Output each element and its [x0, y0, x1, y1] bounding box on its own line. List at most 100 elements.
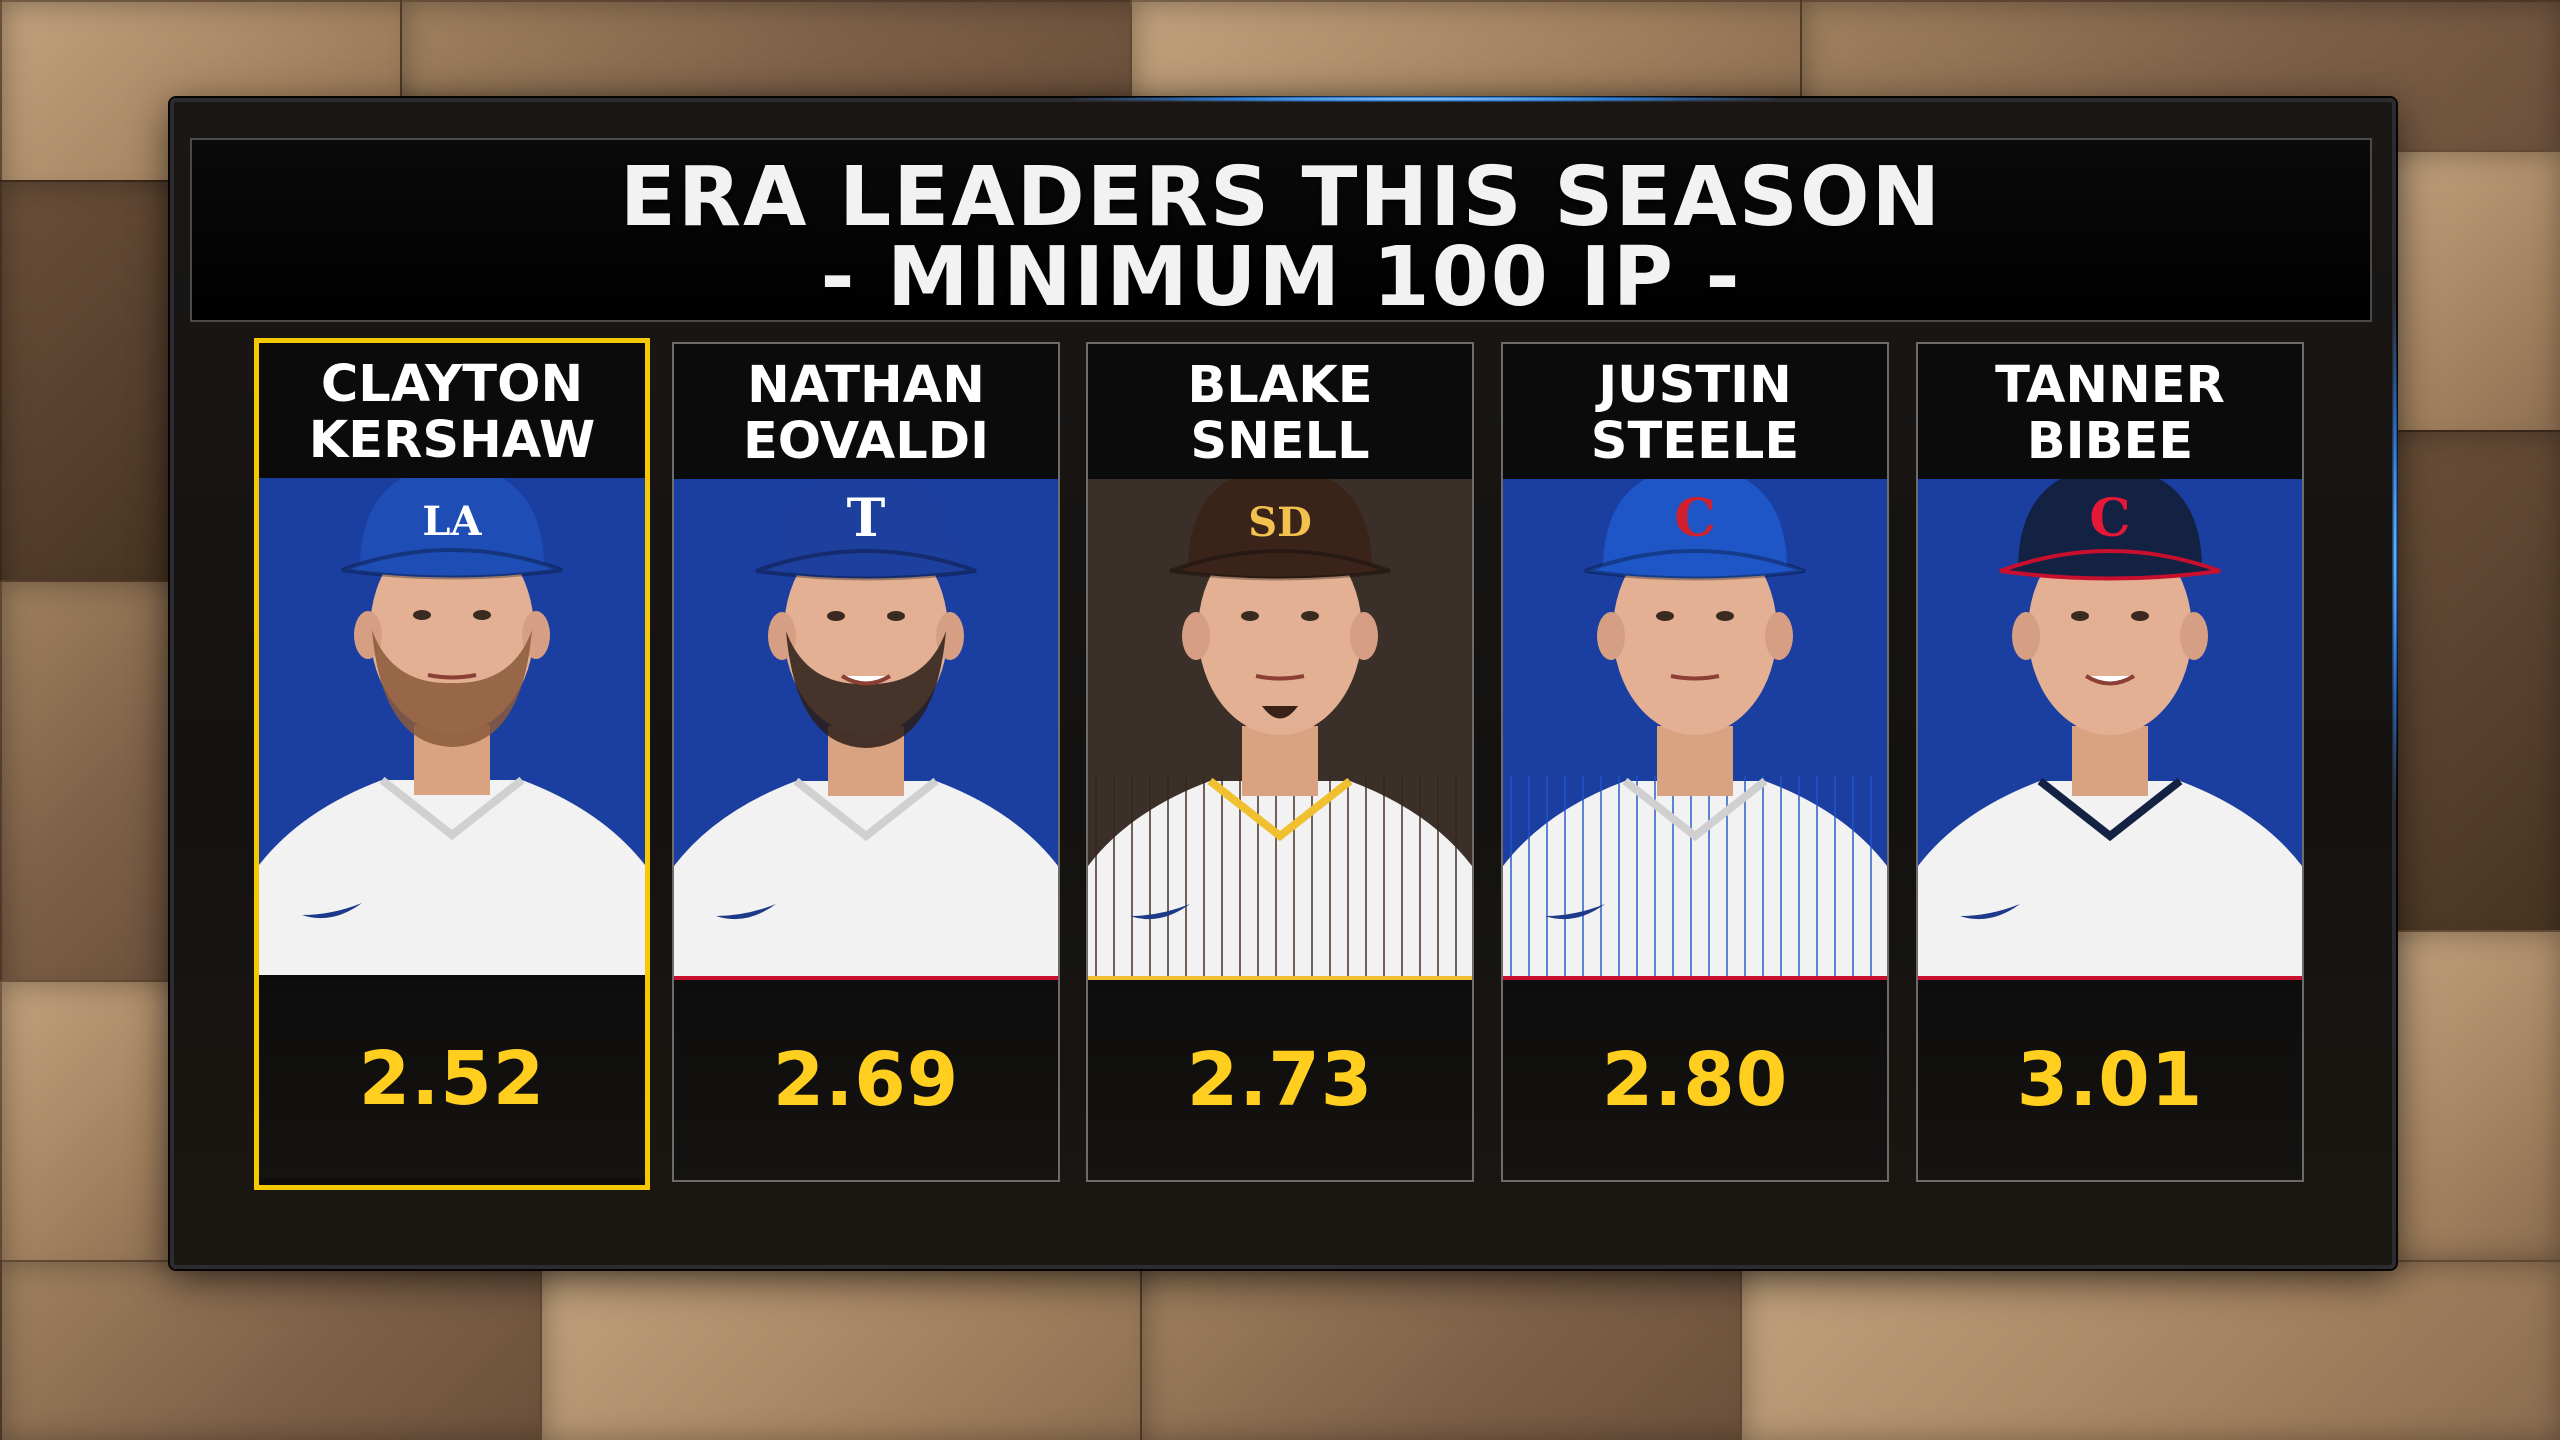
era-leaders-panel: ERA LEADERS THIS SEASON - MINIMUM 100 IP… [170, 96, 2398, 1269]
player-first-name: TANNER [1995, 356, 2225, 415]
swoosh-icon [716, 904, 776, 920]
padres-logo-icon: SD [1248, 499, 1312, 546]
page-subtitle: - MINIMUM 100 IP - [820, 230, 1742, 325]
player-photo: T [674, 479, 1058, 976]
swoosh-icon [1960, 904, 2020, 920]
mouth [427, 673, 477, 680]
cap-brim [1169, 549, 1391, 581]
eye [1716, 611, 1734, 621]
team-stripe [259, 975, 645, 979]
player-card-steele: JUSTIN STEELE C 2.80 [1501, 342, 1889, 1182]
era-value: 2.80 [1503, 980, 1887, 1180]
portrait-illustration: C [1503, 479, 1887, 976]
cap [2018, 479, 2202, 566]
player-last-name: SNELL [1190, 412, 1370, 471]
beard [372, 630, 532, 747]
player-photo: LA [259, 478, 645, 975]
eye [1656, 611, 1674, 621]
face [1198, 527, 1362, 735]
mouth [1670, 674, 1720, 681]
player-card-snell: BLAKE SNELL SD 2.73 [1086, 342, 1474, 1182]
eye [1301, 611, 1319, 621]
era-value: 2.52 [259, 979, 645, 1179]
dodgers-logo-icon: LA [422, 498, 482, 545]
ear [2012, 612, 2040, 660]
era-value: 2.69 [674, 980, 1058, 1180]
jersey [674, 781, 1058, 976]
team-stripe [1918, 976, 2302, 980]
portrait-illustration: SD [1088, 479, 1472, 976]
mouth [1255, 674, 1305, 681]
player-first-name: BLAKE [1187, 356, 1373, 415]
page-title: ERA LEADERS THIS SEASON [619, 150, 1943, 245]
player-first-name: CLAYTON [320, 355, 584, 414]
guardians-logo-icon: C [2089, 488, 2130, 549]
jersey-collar [793, 777, 939, 842]
cap-brim [1999, 549, 2221, 581]
ear [1182, 612, 1210, 660]
title-banner: ERA LEADERS THIS SEASON - MINIMUM 100 IP… [190, 138, 2372, 325]
eye [887, 611, 905, 621]
eye [827, 611, 845, 621]
eye [2071, 611, 2089, 621]
player-name: CLAYTON KERSHAW [259, 343, 645, 478]
neck [1242, 726, 1318, 796]
portrait-illustration: LA [259, 478, 645, 975]
player-photo: C [1918, 479, 2302, 976]
jersey-collar [2037, 777, 2183, 842]
team-stripe [1088, 976, 1472, 980]
jersey [1088, 781, 1472, 976]
cap [1603, 479, 1787, 566]
player-first-name: JUSTIN [1598, 356, 1792, 415]
jersey [1503, 781, 1887, 976]
portrait-illustration: T [674, 479, 1058, 976]
era-value: 3.01 [1918, 980, 2302, 1180]
ear [1350, 612, 1378, 660]
swoosh-icon [1545, 904, 1605, 920]
player-card-kershaw: CLAYTON KERSHAW LA 2.52 [254, 338, 650, 1190]
player-last-name: STEELE [1590, 412, 1800, 471]
player-last-name: EOVALDI [742, 412, 990, 471]
cap-brim [341, 548, 563, 580]
glow-accent [1074, 96, 1774, 102]
team-stripe [674, 976, 1058, 980]
cap-brim [1584, 549, 1806, 581]
player-name: BLAKE SNELL [1088, 344, 1472, 479]
ear [2180, 612, 2208, 660]
cap [774, 479, 958, 566]
player-card-bibee: TANNER BIBEE C 3.01 [1916, 342, 2304, 1182]
jersey [1918, 781, 2302, 976]
eye [2131, 611, 2149, 621]
jersey-collar [379, 776, 525, 841]
face [1613, 527, 1777, 735]
cap [1188, 479, 1372, 566]
portrait-illustration: C [1918, 479, 2302, 976]
player-name: NATHAN EOVALDI [674, 344, 1058, 479]
swoosh-icon [302, 903, 362, 919]
era-value: 2.73 [1088, 980, 1472, 1180]
mouth [2084, 674, 2136, 686]
cap [360, 478, 544, 565]
player-photo: C [1503, 479, 1887, 976]
cubs-logo-icon: C [1674, 488, 1715, 549]
player-last-name: KERSHAW [308, 411, 596, 470]
goatee [1262, 706, 1298, 719]
beard [786, 631, 946, 748]
ear [1765, 612, 1793, 660]
rangers-logo-icon: T [847, 488, 886, 549]
jersey-collar [1622, 777, 1768, 842]
eye [413, 610, 431, 620]
player-card-eovaldi: NATHAN EOVALDI T 2.69 [672, 342, 1060, 1182]
jersey-collar [1207, 777, 1353, 842]
ear [1597, 612, 1625, 660]
team-stripe [1503, 976, 1887, 980]
player-first-name: NATHAN [747, 356, 985, 415]
player-last-name: BIBEE [2026, 412, 2194, 471]
glow-accent [2392, 302, 2398, 802]
mouth [840, 674, 892, 686]
cap-brim [755, 549, 977, 581]
neck [1657, 726, 1733, 796]
player-name: JUSTIN STEELE [1503, 344, 1887, 479]
eye [1241, 611, 1259, 621]
player-name: TANNER BIBEE [1918, 344, 2302, 479]
